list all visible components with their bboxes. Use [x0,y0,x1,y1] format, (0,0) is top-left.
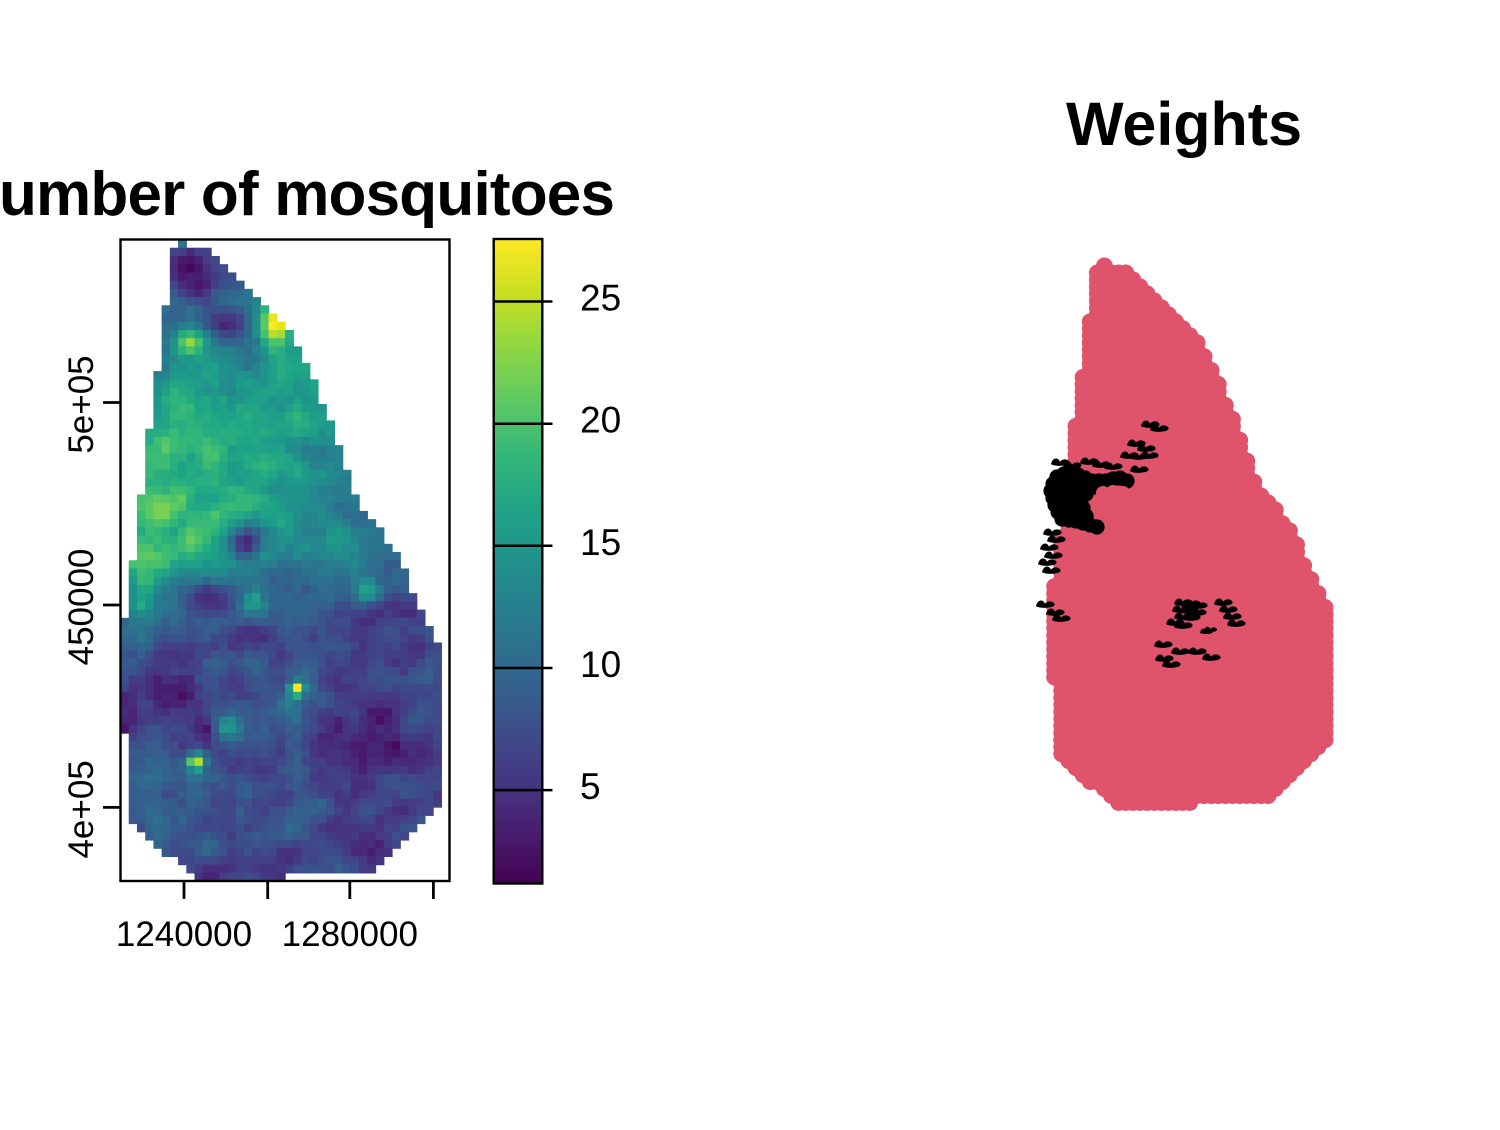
svg-text:450000: 450000 [62,549,101,666]
svg-text:Weights: Weights [1066,90,1302,158]
svg-text:10: 10 [580,644,621,685]
svg-text:1240000: 1240000 [116,915,252,954]
svg-text:20: 20 [580,400,621,441]
svg-text:1280000: 1280000 [282,915,418,954]
svg-text:15: 15 [580,522,621,563]
svg-text:4e+05: 4e+05 [62,760,101,858]
svg-text:5: 5 [580,766,601,807]
svg-text:Number of mosquitoes: Number of mosquitoes [0,160,614,229]
svg-text:5e+05: 5e+05 [62,355,101,453]
svg-text:25: 25 [580,278,621,319]
